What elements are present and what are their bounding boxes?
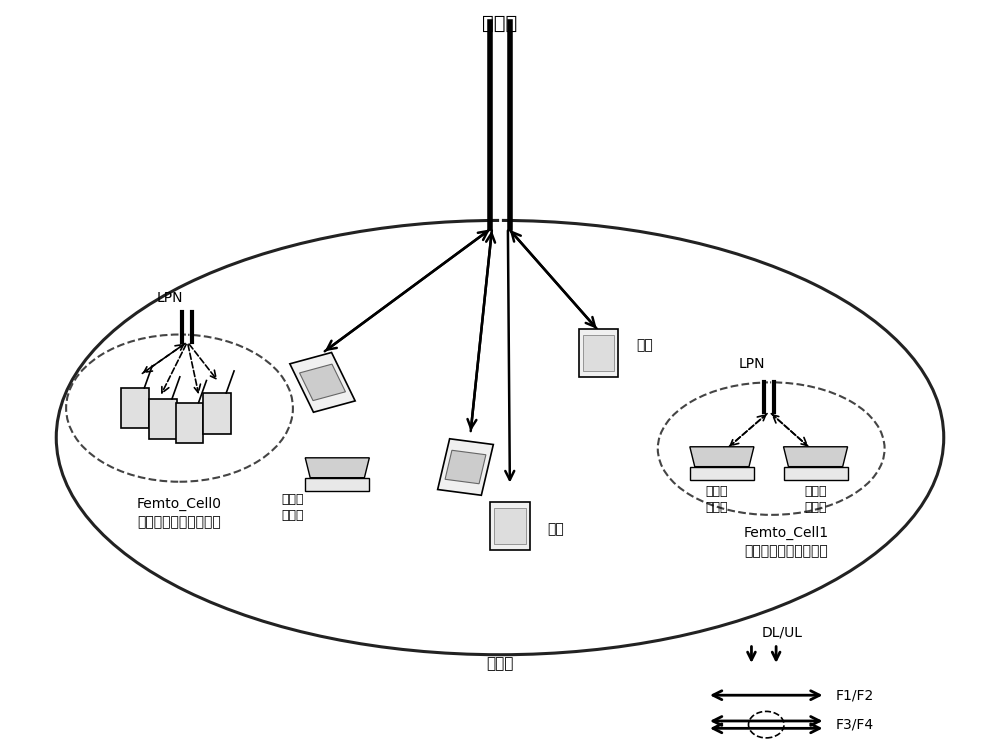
Bar — [784, 466, 848, 480]
Bar — [290, 352, 355, 413]
Bar — [583, 335, 614, 371]
Text: LPN: LPN — [156, 291, 183, 305]
Text: 平板: 平板 — [636, 338, 653, 352]
Text: 膝上型
计算机: 膝上型 计算机 — [282, 493, 304, 522]
Polygon shape — [690, 447, 754, 466]
Text: LPN: LPN — [738, 357, 765, 371]
Text: 平板: 平板 — [547, 523, 564, 536]
Text: F3/F4: F3/F4 — [835, 718, 873, 732]
Bar — [445, 450, 486, 484]
Bar — [176, 403, 203, 443]
Bar — [305, 478, 369, 491]
Bar — [438, 439, 493, 495]
Bar — [579, 329, 618, 376]
Polygon shape — [784, 447, 848, 466]
Bar — [690, 466, 754, 480]
Ellipse shape — [56, 220, 944, 655]
Text: 膝上型
计算机: 膝上型 计算机 — [804, 485, 827, 514]
Text: 膝上型
计算机: 膝上型 计算机 — [706, 485, 728, 514]
Bar — [121, 388, 149, 428]
Text: DL/UL: DL/UL — [761, 626, 802, 640]
Bar — [149, 399, 177, 439]
Text: Femto_Cell1: Femto_Cell1 — [743, 526, 829, 540]
Text: （重度下行链路流量）: （重度下行链路流量） — [138, 514, 221, 529]
Bar — [203, 393, 231, 433]
Text: F1/F2: F1/F2 — [835, 688, 874, 702]
Text: 宏小区: 宏小区 — [486, 656, 514, 671]
Polygon shape — [305, 458, 369, 478]
Bar — [300, 364, 345, 401]
Text: （重度上行链路流量）: （重度上行链路流量） — [744, 544, 828, 558]
Bar — [490, 502, 530, 550]
Text: Femto_Cell0: Femto_Cell0 — [137, 496, 222, 511]
Bar — [494, 508, 526, 544]
Text: 宏节点: 宏节点 — [482, 13, 518, 33]
